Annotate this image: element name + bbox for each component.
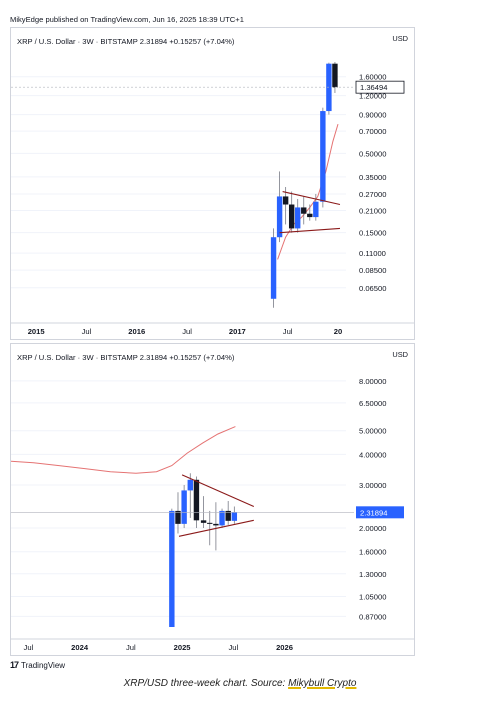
y-tick-label: 0.21000 <box>359 207 386 216</box>
candle-up <box>187 479 193 491</box>
moving-average-line <box>277 123 339 260</box>
x-tick-label: Jul <box>228 643 238 652</box>
candle-up <box>169 510 175 627</box>
chart-legend-top: XRP / U.S. Dollar · 3W · BITSTAMP 2.3189… <box>17 37 235 46</box>
x-tick-label: Jul <box>182 327 192 336</box>
x-tick-label: 2017 <box>229 327 246 336</box>
chart-canvas-top[interactable]: 1.60000 1.20000 0.90000 0.70000 0.50000 0.350… <box>11 28 414 339</box>
x-tick-label: 2026 <box>276 643 293 652</box>
y-tick-label: 1.30000 <box>359 570 386 579</box>
candle-down <box>332 63 338 88</box>
y-tick-label: 1.05000 <box>359 592 386 601</box>
last-price-badge <box>355 80 405 94</box>
tradingview-brand: TradingView <box>21 660 66 670</box>
last-price-label: 2.31894 <box>360 508 387 517</box>
candle-up <box>320 111 326 202</box>
x-tick-label: Jul <box>24 643 34 652</box>
figure-caption: XRP/USD three-week chart. Source: Mikybu… <box>0 678 480 689</box>
chart-pane-bottom[interactable]: 8.00000 6.50000 5.00000 4.00000 3.00000 2.000… <box>10 343 415 656</box>
y-tick-label: 8.00000 <box>359 377 386 386</box>
candle-down <box>288 204 295 229</box>
x-tick-label: 2025 <box>174 643 192 652</box>
y-tick-label: 0.50000 <box>359 149 386 158</box>
tradingview-footer[interactable]: 17 TradingView <box>10 660 65 670</box>
trendline <box>279 227 341 234</box>
y-tick-label: 3.00000 <box>359 481 386 490</box>
x-tick-label: 2016 <box>128 327 145 336</box>
y-tick-label: 0.70000 <box>359 127 386 136</box>
caption-source-link[interactable]: Mikybull Crypto <box>288 678 357 689</box>
chart-canvas-bottom[interactable]: 8.00000 6.50000 5.00000 4.00000 3.00000 2.000… <box>11 344 414 655</box>
y-tick-label: 1.60000 <box>359 73 386 82</box>
candle-up <box>181 490 187 524</box>
caption-text: XRP/USD three-week chart. Source: <box>123 678 289 689</box>
candle-up <box>276 196 283 238</box>
y-tick-label: 0.27000 <box>359 190 386 199</box>
candle-down <box>193 479 200 521</box>
y-tick-label: 5.00000 <box>359 427 386 436</box>
y-tick-label: 0.11000 <box>359 249 386 258</box>
x-tick-label: Jul <box>126 643 136 652</box>
candle-down <box>207 522 213 524</box>
candle-down <box>307 213 313 218</box>
last-price-label: 1.36494 <box>360 83 387 92</box>
chart-legend-bottom: XRP / U.S. Dollar · 3W · BITSTAMP 2.3189… <box>17 353 235 362</box>
y-tick-label: 0.90000 <box>359 111 386 120</box>
candle-down <box>225 510 231 521</box>
chart-pane-top[interactable]: 1.60000 1.20000 0.90000 0.70000 0.50000 0.350… <box>10 27 415 340</box>
candle-down <box>200 520 207 523</box>
publish-header: MikyEdge published on TradingView.com, J… <box>10 15 244 24</box>
x-tick-label: 2015 <box>28 327 46 336</box>
candle-down <box>282 196 289 205</box>
candle-up <box>313 201 319 218</box>
y-tick-label: 0.35000 <box>359 173 386 182</box>
currency-label-top[interactable]: USD <box>392 34 408 43</box>
candle-up <box>270 237 277 299</box>
y-tick-label: 2.00000 <box>359 524 386 533</box>
candle-down <box>301 207 307 214</box>
y-tick-label: 0.08500 <box>359 266 386 275</box>
y-tick-label: 0.06500 <box>359 284 386 293</box>
x-tick-label: 20 <box>334 327 342 336</box>
candle-down <box>175 510 181 524</box>
y-tick-label: 1.60000 <box>359 548 386 557</box>
moving-average-line <box>11 426 236 474</box>
trendline <box>282 191 341 206</box>
candle-up <box>231 512 238 521</box>
trendline <box>178 519 254 537</box>
y-tick-label: 6.50000 <box>359 399 386 408</box>
trendline <box>181 474 255 507</box>
currency-label-bottom[interactable]: USD <box>392 350 408 359</box>
y-tick-label: 4.00000 <box>359 450 386 459</box>
x-tick-label: Jul <box>283 327 293 336</box>
last-price-badge <box>356 506 404 519</box>
x-tick-label: 2024 <box>71 643 89 652</box>
y-tick-label: 1.20000 <box>359 92 386 101</box>
candle-up <box>219 510 225 526</box>
candle-up <box>295 207 301 229</box>
x-tick-label: Jul <box>82 327 92 336</box>
candle-down <box>213 523 219 526</box>
y-tick-label: 0.87000 <box>359 612 386 621</box>
y-tick-label: 0.15000 <box>359 229 386 238</box>
tradingview-logo-icon: 17 <box>10 660 19 670</box>
